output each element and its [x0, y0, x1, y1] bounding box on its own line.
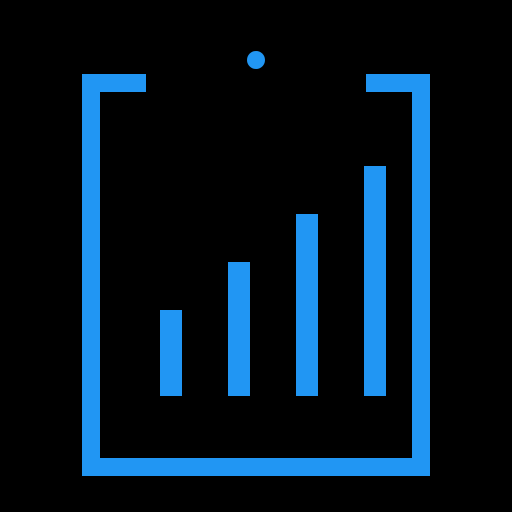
bar-2	[228, 262, 250, 396]
clipboard-pin	[247, 51, 265, 69]
bar-3	[296, 214, 318, 396]
clipboard-bar-chart-icon	[0, 0, 512, 512]
bar-4	[364, 166, 386, 396]
bar-1	[160, 310, 182, 396]
